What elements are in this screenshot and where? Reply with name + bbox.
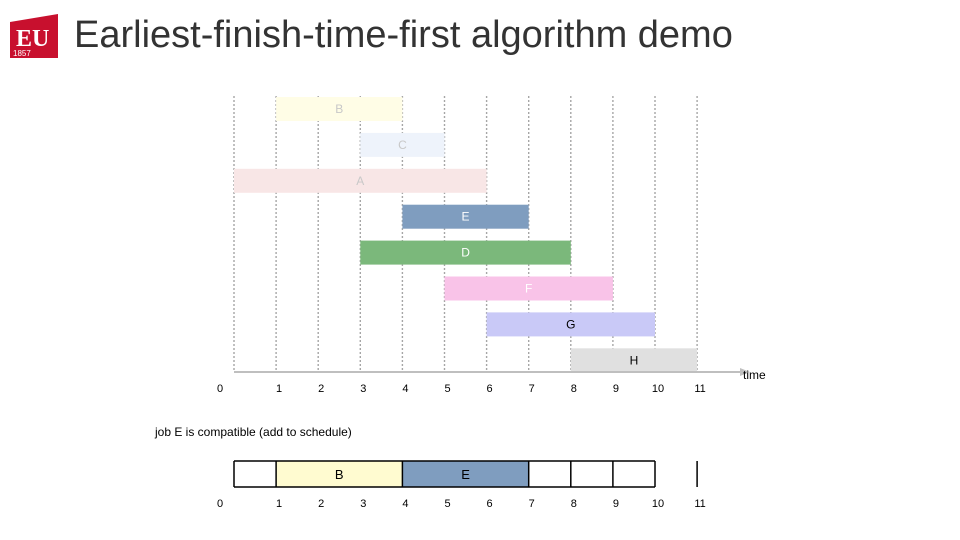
tick-label-9: 9 [613,383,619,395]
schedule-tick-label-0: 0 [217,498,223,510]
job-bar-rect [360,132,445,157]
job-bar-b: B [276,97,403,121]
logo-flag-shape [10,14,58,58]
job-bar-rect [444,276,613,301]
tick-label-11: 11 [694,383,705,395]
schedule-tick-label-5: 5 [444,498,450,510]
job-bar-e: E [402,204,529,229]
schedule-tick-label-2: 2 [318,498,324,510]
job-bar-label: A [356,174,364,188]
job-bar-a: A [234,168,487,193]
schedule-tick-label-9: 9 [613,498,619,510]
page-title: Earliest-finish-time-first algorithm dem… [74,14,733,56]
schedule-job-e: E [402,461,529,487]
schedule-tick-label-7: 7 [529,498,535,510]
logo-year: 1857 [13,49,31,58]
job-bar-label: C [398,138,407,152]
job-bar-h: H [570,348,698,373]
schedule-job-rect [402,461,529,487]
schedule-job-b: B [276,461,403,487]
tick-label-0: 0 [217,383,223,395]
job-bar-rect [486,312,655,337]
schedule-job-label: E [461,467,470,482]
schedule-job-rect [276,461,403,487]
schedule-tick-label-3: 3 [360,498,366,510]
job-bar-g: G [486,312,655,337]
job-bar-rect [570,348,698,373]
schedule-tick-label-11: 11 [694,498,705,510]
job-bar-rect [234,168,487,193]
job-bar-rect [276,97,403,121]
job-bar-c: C [360,132,445,157]
logo-letters: EU [16,26,49,52]
job-bar-f: F [444,276,613,301]
status-text: job E is compatible (add to schedule) [155,425,352,439]
university-logo: EU 1857 [10,14,58,58]
job-bar-label: G [566,317,575,331]
job-bar-rect [360,240,571,265]
job-bar-rect [402,204,529,229]
tick-label-4: 4 [402,383,408,395]
tick-label-6: 6 [487,383,493,395]
schedule-tick-label-6: 6 [487,498,493,510]
tick-label-10: 10 [652,383,664,395]
schedule-job-label: B [335,467,344,482]
job-bar-label: B [335,102,343,116]
tick-label-2: 2 [318,383,324,395]
schedule-tick-label-10: 10 [652,498,664,510]
job-bar-d: D [360,240,571,265]
job-bar-label: E [462,210,470,224]
tick-label-3: 3 [360,383,366,395]
job-bar-label: H [630,353,639,367]
time-axis-arrowhead [740,368,750,376]
job-bar-label: D [461,246,470,260]
tick-label-5: 5 [444,383,450,395]
job-bar-label: F [525,282,532,296]
schedule-tick-label-4: 4 [402,498,408,510]
tick-label-8: 8 [571,383,577,395]
tick-label-1: 1 [276,383,282,395]
tick-label-7: 7 [529,383,535,395]
time-axis-label: time [743,368,766,382]
schedule-tick-label-8: 8 [571,498,577,510]
schedule-tick-label-1: 1 [276,498,282,510]
